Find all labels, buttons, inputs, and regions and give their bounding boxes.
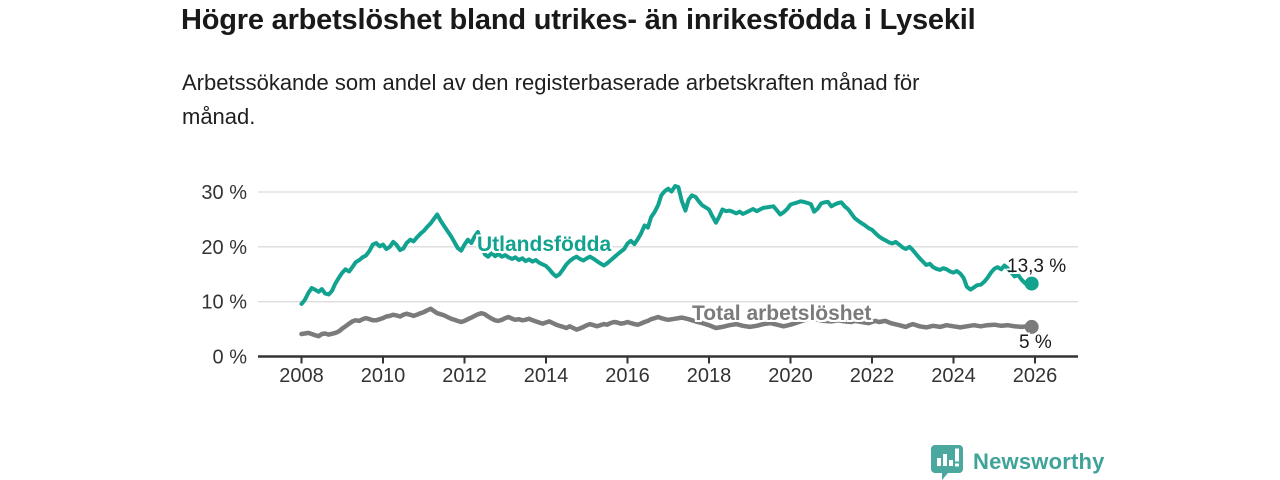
y-tick-label: 10 % — [201, 292, 247, 314]
newsworthy-logo-text: Newsworthy — [973, 449, 1105, 474]
newsworthy-logo[interactable]: Newsworthy — [930, 444, 1105, 480]
y-tick-label: 20 % — [201, 237, 247, 259]
series-line-total — [299, 306, 1034, 339]
x-tick-label: 2016 — [605, 365, 650, 387]
page-subtitle: Arbetssökande som andel av den registerb… — [182, 70, 920, 129]
x-tick-label: 2014 — [524, 365, 569, 387]
end-value-label-total: 5 % — [1019, 332, 1052, 353]
bar-chart-glyph — [937, 448, 959, 467]
x-tick-label: 2024 — [931, 365, 976, 387]
y-tick-label: 30 % — [201, 182, 247, 204]
x-tick-label: 2012 — [442, 365, 487, 387]
newsworthy-logo-icon — [931, 445, 963, 480]
end-dot-total — [1024, 319, 1039, 334]
x-tick-label: 2022 — [850, 365, 895, 387]
x-tick-label: 2008 — [279, 365, 324, 387]
x-tick-label: 2018 — [687, 365, 732, 387]
end-value-label-utlandsfodda: 13,3 % — [1007, 256, 1067, 277]
y-tick-label: 0 % — [213, 347, 248, 369]
end-dot-utlandsfodda — [1024, 276, 1039, 291]
series-line-utlandsfodda — [299, 184, 1034, 306]
x-tick-label: 2010 — [361, 365, 406, 387]
x-tick-label: 2020 — [768, 365, 813, 387]
series-label-total-arbetsloshet: Total arbetslöshet — [692, 302, 872, 325]
x-tick-label: 2026 — [1013, 365, 1058, 387]
series-label-utlandsfodda: Utlandsfödda — [477, 233, 612, 256]
page-title: Högre arbetslöshet bland utrikes- än inr… — [181, 4, 976, 36]
